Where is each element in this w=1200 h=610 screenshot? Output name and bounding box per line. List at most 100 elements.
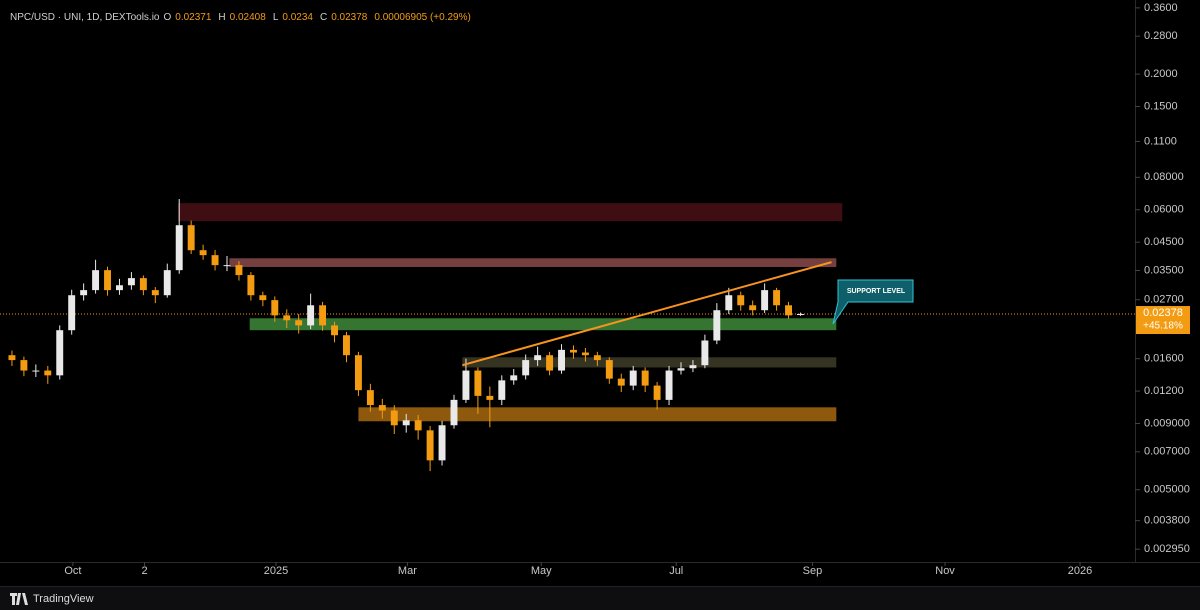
y-tick-label: 0.01200 [1144,385,1184,397]
y-tick-label: 0.2000 [1144,68,1178,80]
x-tick-label: May [531,565,552,577]
ohlc-value: 0.0234 [282,12,313,23]
background [0,0,1200,585]
zone [178,203,843,222]
candle-body [8,355,16,361]
x-tick-label: Jul [669,565,683,577]
footer: TradingView [0,586,1200,610]
price-change-label: +45.18% [1143,321,1183,332]
chart: 0.3600 0.2800 0.2000 0.1500 0.1100 0.08000 0.0… [0,0,1200,585]
candle-body [749,305,757,311]
candle-body [283,315,291,321]
trendline [462,261,832,367]
y-tick-label: 0.1100 [1144,135,1177,147]
zone [229,258,837,267]
candle-body [653,385,661,400]
y-tick-label: 0.06000 [1144,204,1184,216]
y-tick-label: 0.005000 [1144,484,1190,496]
candle-body [558,349,565,371]
header: NPC/USD · UNI, 1D, DEXTools.io O 0.02371 H… [10,12,474,23]
candle-body [259,295,267,301]
x-tick-label: 2026 [1068,565,1092,577]
y-tick-label: 0.01600 [1144,353,1184,365]
candle-body [32,370,40,372]
candle-body [116,285,123,291]
price-label-box [1136,306,1190,335]
candle-body [677,368,685,371]
candle-body [713,310,721,341]
candle-body [378,405,386,411]
candle-body [761,290,769,311]
y-tick-label: 0.02700 [1144,294,1184,306]
annotation-box [832,279,914,325]
candle-body [617,378,625,386]
candle-body [701,340,709,366]
change: 0.00006905 (+0.29%) [374,12,471,23]
x-tick-label: 2 [142,565,148,577]
candle-body [187,225,195,251]
x-tick-label: Mar [398,565,417,577]
logo [10,592,28,605]
candle-body [641,370,649,386]
ohlc-value: 0.02378 [331,12,368,23]
y-tick-label: 0.08000 [1144,171,1184,183]
candle-body [247,275,255,296]
y-tick-label: 0.003800 [1144,515,1190,527]
candle-body [80,290,88,296]
candle-body [534,355,542,361]
candle-body [737,295,745,306]
candle-body [581,352,589,356]
ohlc-label: H [218,12,226,23]
price-label: 0.02378 [1143,307,1183,319]
candle-body [151,290,159,296]
candle-body [402,420,410,426]
candle-body [56,330,64,376]
candle-body [366,390,374,406]
y-tick-label: 0.1500 [1144,100,1178,112]
candle-body [92,270,100,291]
candle-body [354,355,362,391]
candle-body [665,370,673,400]
candle-body [414,420,422,431]
candle-body [498,380,506,400]
y-tick-label: 0.04500 [1144,236,1184,248]
candle-body [593,355,601,361]
candle-body [127,278,135,286]
candle-body [139,278,147,291]
candle-body [462,370,470,400]
candle-body [438,425,446,461]
candle-body [450,399,458,426]
y-tick-label: 0.007000 [1144,446,1190,458]
candle-body [725,295,733,311]
candle-body [797,314,804,316]
candle-body [223,265,231,267]
candle-body [104,270,111,291]
ohlc-value: 0.02371 [175,12,212,23]
candle-body [271,300,279,316]
zone [249,318,837,331]
brand: TradingView [33,592,94,605]
candle-body [605,360,613,379]
candle-body [570,349,577,353]
candle-body [163,270,171,296]
candle-body [307,305,315,326]
annotation: SUPPORT LEVEL [832,279,914,325]
candle-body [175,225,183,271]
candle-body [295,320,303,326]
ohlc-label: C [319,12,328,23]
candle-body [211,255,219,266]
x-tick-label: Nov [935,565,955,577]
candle-body [773,290,781,306]
symbol: NPC/USD · UNI, 1D, DEXTools.io [10,12,160,23]
y-tick-label: 0.002950 [1144,543,1190,555]
x-tick-label: Sep [803,565,823,577]
candle-body [426,430,434,461]
candle-body [343,335,350,356]
candle-body [474,370,482,396]
y-tick-label: 0.03500 [1144,264,1184,276]
candle-body [68,295,76,331]
candle-body [510,375,518,381]
candle-body [319,305,327,326]
y-tick-label: 0.2800 [1144,30,1178,42]
zone [358,407,837,422]
